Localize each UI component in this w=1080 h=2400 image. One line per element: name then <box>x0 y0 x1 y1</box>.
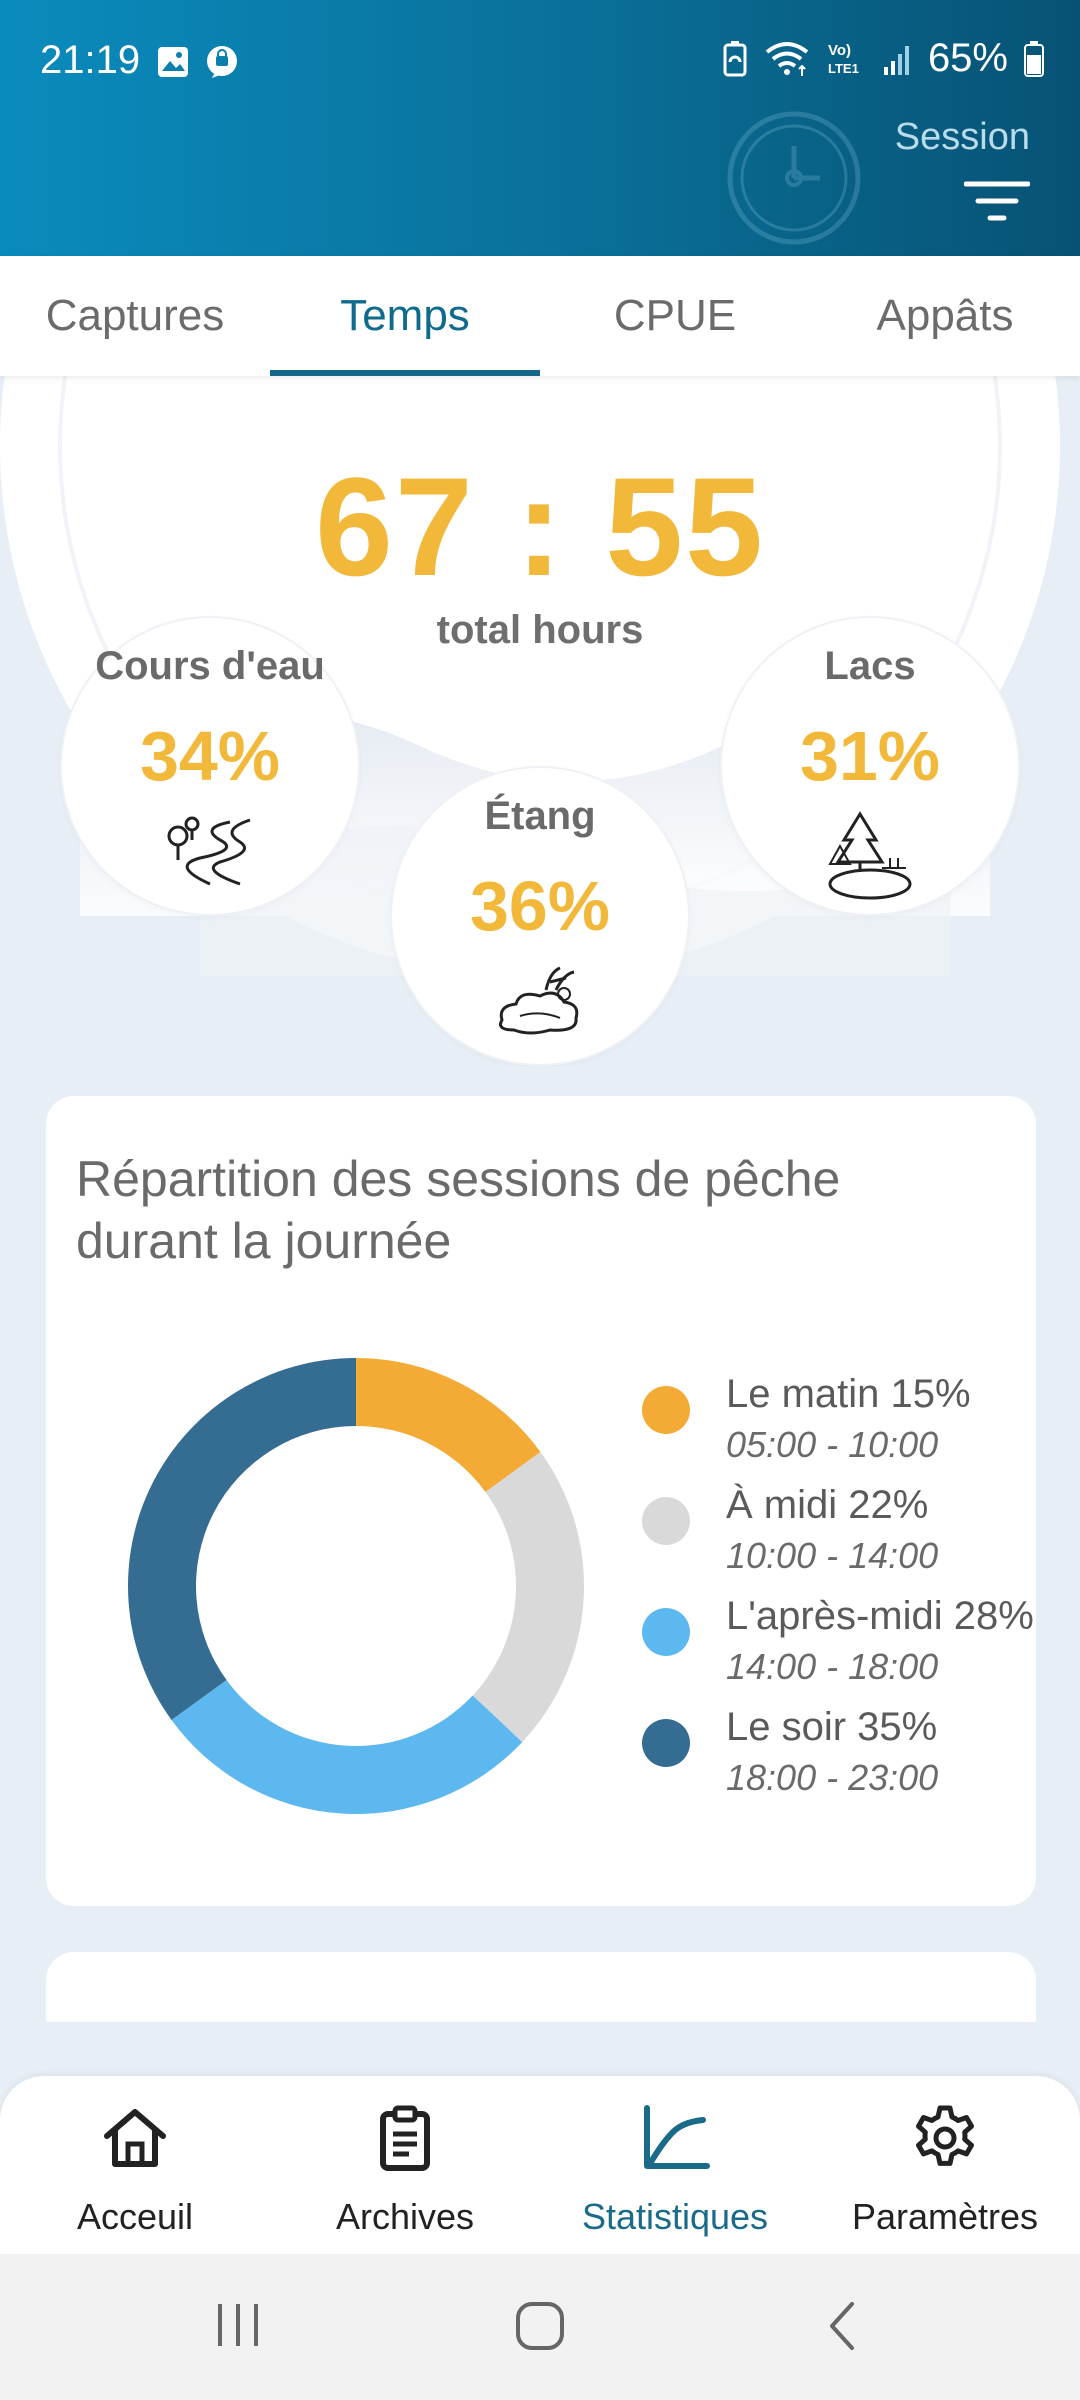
gallery-icon <box>156 44 190 90</box>
back-icon[interactable] <box>824 2300 860 2357</box>
donut-slice-1 <box>472 1451 584 1743</box>
svg-text:Vo): Vo) <box>828 42 851 59</box>
donut-slice-0 <box>356 1358 541 1492</box>
nav-item-acceuil[interactable]: Acceuil <box>0 2076 270 2254</box>
legend-label: Le matin 15% <box>726 1372 971 1416</box>
legend-dot <box>642 1719 690 1767</box>
nav-label: Acceuil <box>76 2196 194 2237</box>
location-name: Étang <box>484 794 596 838</box>
tab-captures[interactable]: Captures <box>45 291 225 340</box>
tab-temps[interactable]: Temps <box>270 256 540 376</box>
donut-slice-3 <box>127 1358 356 1721</box>
time-summary: 67 : 55 total hours Cours d'eau 34% Étan… <box>0 376 1080 1066</box>
time-distribution-card: Répartition des sessions de pêche durant… <box>46 1096 1036 1906</box>
gear-icon <box>909 2102 981 2179</box>
location-percent: 36% <box>469 867 611 945</box>
clock-icon <box>724 108 864 253</box>
lake-icon <box>820 810 920 907</box>
status-time: 21:19 <box>40 38 141 82</box>
legend-item-apres-midi: L'après-midi 28% 14:00 - 18:00 <box>642 1594 1042 1705</box>
legend-label: Le soir 35% <box>726 1705 938 1749</box>
nav-item-parametres[interactable]: Paramètres <box>810 2076 1080 2254</box>
wifi-icon <box>764 40 810 78</box>
location-bubble-etang: Étang 36% <box>392 768 688 1064</box>
tab-bar: Captures Temps CPUE Appâts <box>0 256 1080 376</box>
legend-item-matin: Le matin 15% 05:00 - 10:00 <box>642 1372 1042 1483</box>
home-icon <box>99 2102 171 2179</box>
battery-saver-icon <box>722 40 748 78</box>
legend-item-soir: Le soir 35% 18:00 - 23:00 <box>642 1705 1042 1816</box>
legend-time-range: 05:00 - 10:00 <box>726 1424 939 1465</box>
legend-time-range: 10:00 - 14:00 <box>726 1535 939 1576</box>
legend-label: L'après-midi 28% <box>726 1594 1034 1638</box>
legend-dot <box>642 1386 690 1434</box>
battery-icon <box>1024 40 1044 77</box>
chart-icon <box>639 2102 711 2179</box>
home-button-icon[interactable] <box>514 2300 566 2357</box>
nav-label: Paramètres <box>851 2196 1039 2237</box>
legend-dot <box>642 1608 690 1656</box>
total-time: 67 : 55 <box>315 448 765 605</box>
legend-label: À midi 22% <box>726 1483 929 1527</box>
battery-percent: 65% <box>927 36 1008 80</box>
legend-time-range: 18:00 - 23:00 <box>726 1757 939 1798</box>
location-bubble-cours-d-eau: Cours d'eau 34% <box>62 618 358 914</box>
svg-text:LTE1: LTE1 <box>828 61 859 76</box>
filter-icon[interactable] <box>963 180 1031 229</box>
chat-icon <box>204 44 240 90</box>
location-name: Lacs <box>824 644 916 688</box>
bottom-navigation: Acceuil Archives Statistiques Paramètres <box>0 2076 1080 2254</box>
signal-icon <box>882 41 912 77</box>
tab-cpue[interactable]: CPUE <box>613 291 737 340</box>
legend-dot <box>642 1497 690 1545</box>
pond-icon <box>490 960 590 1045</box>
location-percent: 31% <box>799 717 941 795</box>
status-bar: 21:19 Vo) LTE1 65% <box>0 0 1080 120</box>
legend-item-midi: À midi 22% 10:00 - 14:00 <box>642 1483 1042 1594</box>
next-card <box>46 1952 1036 2022</box>
donut-slice-2 <box>171 1680 523 1814</box>
legend-time-range: 14:00 - 18:00 <box>726 1646 939 1687</box>
nav-item-archives[interactable]: Archives <box>270 2076 540 2254</box>
tab-appats[interactable]: Appâts <box>876 291 1014 340</box>
location-percent: 34% <box>139 717 281 795</box>
total-label: total hours <box>436 608 644 652</box>
app-header: 21:19 Vo) LTE1 65% <box>0 0 1080 256</box>
card-title: Répartition des sessions de pêche durant… <box>76 1151 841 1269</box>
clipboard-icon <box>369 2102 441 2179</box>
nav-label: Statistiques <box>581 2196 769 2237</box>
session-label[interactable]: Session <box>894 116 1030 158</box>
river-icon <box>160 810 260 895</box>
nav-label: Archives <box>335 2196 475 2237</box>
chart-legend: Le matin 15% 05:00 - 10:00 À midi 22% 10… <box>642 1372 1042 1816</box>
donut-chart <box>127 1358 584 1814</box>
location-name: Cours d'eau <box>95 644 325 688</box>
volte-icon: Vo) LTE1 <box>826 40 866 78</box>
recent-apps-icon[interactable] <box>214 2300 262 2355</box>
nav-item-statistiques[interactable]: Statistiques <box>540 2076 810 2254</box>
location-bubble-lacs: Lacs 31% <box>722 618 1018 914</box>
system-navigation-bar <box>0 2254 1080 2400</box>
